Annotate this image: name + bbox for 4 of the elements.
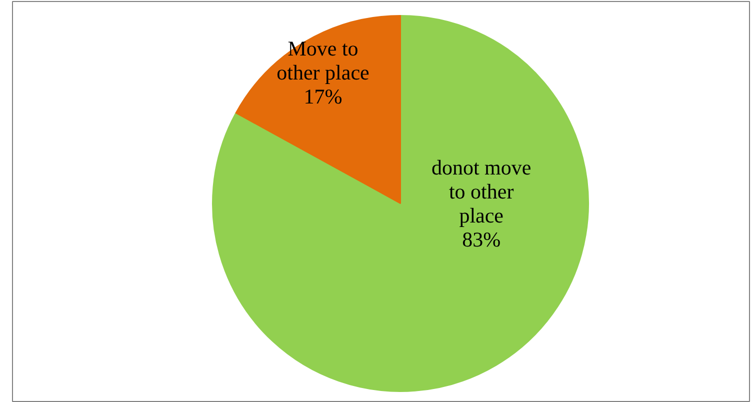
slice-label: donot move to other place (431, 156, 532, 228)
data-label: 83% (462, 228, 501, 252)
data-label: 17% (304, 84, 342, 108)
slice-label: Move to other place (276, 36, 370, 84)
